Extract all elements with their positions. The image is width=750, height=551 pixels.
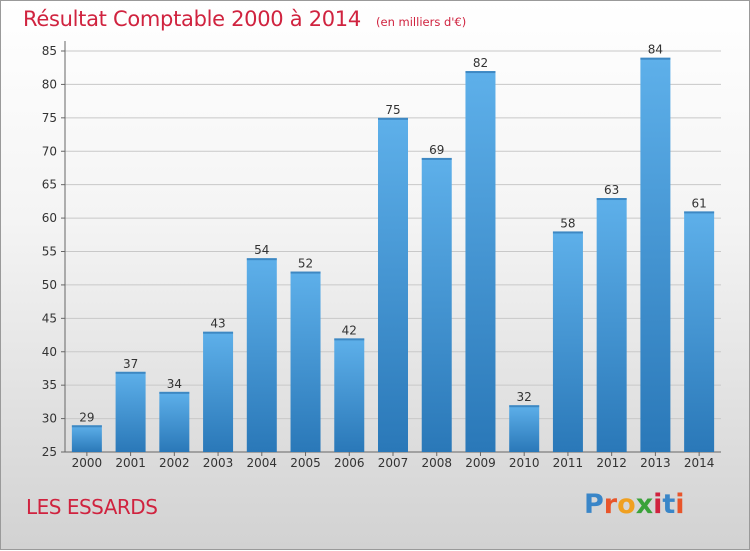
axes: 25 30 35 40 45 50 55 60 65 70 75 80 85 2000 2001 2002 20… bbox=[42, 41, 721, 470]
chart-title: Résultat Comptable 2000 à 2014 bbox=[23, 7, 361, 31]
proxiti-logo[interactable]: Proxiti bbox=[584, 489, 685, 520]
x-tick-label: 2012 bbox=[596, 456, 627, 470]
x-tick-label: 2014 bbox=[684, 456, 715, 470]
data-label: 82 bbox=[473, 56, 488, 70]
y-tick-label: 60 bbox=[42, 211, 57, 225]
data-label: 69 bbox=[429, 143, 444, 157]
x-tick-label: 2007 bbox=[378, 456, 409, 470]
logo-letter: i bbox=[653, 489, 663, 520]
logo-letter: x bbox=[635, 489, 654, 520]
y-tick-label: 65 bbox=[42, 178, 57, 192]
y-tick-label: 50 bbox=[42, 278, 57, 292]
logo-letter: r bbox=[603, 489, 618, 520]
data-label: 29 bbox=[79, 410, 94, 424]
bars bbox=[71, 57, 715, 453]
chart-subtitle: (en milliers d'€) bbox=[376, 15, 467, 29]
bar-2003 bbox=[203, 331, 234, 452]
bar-top-edge bbox=[596, 198, 627, 201]
data-label: 63 bbox=[604, 183, 619, 197]
bar-2012 bbox=[596, 198, 627, 452]
x-tick-label: 2000 bbox=[72, 456, 103, 470]
logo-letter: t bbox=[662, 489, 676, 520]
bar-2006 bbox=[334, 338, 365, 452]
bar-top-edge bbox=[640, 57, 671, 60]
bar-2001 bbox=[115, 371, 146, 452]
bar-top-edge bbox=[509, 405, 540, 408]
y-tick-label: 35 bbox=[42, 378, 57, 392]
bar-top-edge bbox=[115, 371, 146, 374]
data-label: 84 bbox=[648, 43, 663, 57]
bar-2014 bbox=[684, 211, 715, 452]
bar-2002 bbox=[159, 391, 190, 452]
y-tick-label: 75 bbox=[42, 111, 57, 125]
chart-title-block: Résultat Comptable 2000 à 2014 (en milli… bbox=[23, 7, 466, 31]
bar-top-edge bbox=[684, 211, 715, 214]
y-tick-label: 80 bbox=[42, 77, 57, 91]
commune-name: LES ESSARDS bbox=[26, 495, 158, 519]
data-label: 75 bbox=[385, 103, 400, 117]
bar-2008 bbox=[421, 157, 452, 452]
y-tick-label: 85 bbox=[42, 44, 57, 58]
x-tick-label: 2002 bbox=[159, 456, 190, 470]
data-labels: 29 37 34 43 54 52 42 75 69 82 32 58 63 84 61 bbox=[79, 43, 707, 425]
data-label: 32 bbox=[517, 390, 532, 404]
x-tick-label: 2011 bbox=[553, 456, 584, 470]
bar-top-edge bbox=[71, 425, 102, 428]
y-tick-label: 40 bbox=[42, 345, 57, 359]
bar-top-edge bbox=[334, 338, 365, 341]
bar-2011 bbox=[552, 231, 583, 452]
y-tick-label: 25 bbox=[42, 445, 57, 459]
x-tick-label: 2010 bbox=[509, 456, 540, 470]
x-tick-label: 2005 bbox=[290, 456, 321, 470]
bar-top-edge bbox=[290, 271, 321, 274]
data-label: 58 bbox=[560, 216, 575, 230]
bar-2007 bbox=[378, 117, 408, 452]
data-label: 61 bbox=[691, 196, 706, 210]
logo-letter: P bbox=[584, 489, 604, 520]
x-tick-label: 2013 bbox=[640, 456, 671, 470]
x-tick-label: 2004 bbox=[247, 456, 278, 470]
bar-2009 bbox=[465, 71, 496, 453]
bar-top-edge bbox=[552, 231, 583, 234]
bar-2005 bbox=[290, 271, 321, 452]
logo-letter: i bbox=[675, 489, 685, 520]
y-tick-label: 55 bbox=[42, 245, 57, 259]
bar-top-edge bbox=[203, 331, 234, 334]
bar-top-edge bbox=[465, 71, 496, 74]
x-tick-label: 2009 bbox=[465, 456, 496, 470]
y-tick-label: 70 bbox=[42, 144, 57, 158]
data-label: 43 bbox=[210, 317, 225, 331]
data-label: 54 bbox=[254, 243, 269, 257]
bar-2000 bbox=[71, 425, 102, 452]
bar-top-edge bbox=[246, 258, 277, 261]
y-tick-label: 45 bbox=[42, 311, 57, 325]
bar-top-edge bbox=[159, 391, 190, 394]
bar-2010 bbox=[509, 405, 540, 452]
data-label: 37 bbox=[123, 357, 138, 371]
bar-top-edge bbox=[378, 117, 408, 120]
x-tick-label: 2008 bbox=[421, 456, 452, 470]
logo-letter: o bbox=[617, 489, 636, 520]
data-label: 34 bbox=[167, 377, 182, 391]
bar-2013 bbox=[640, 57, 671, 452]
y-tick-label: 30 bbox=[42, 412, 57, 426]
x-tick-label: 2006 bbox=[334, 456, 365, 470]
data-label: 42 bbox=[342, 323, 357, 337]
bar-2004 bbox=[246, 258, 277, 452]
data-label: 52 bbox=[298, 257, 313, 271]
x-tick-label: 2001 bbox=[115, 456, 146, 470]
x-tick-label: 2003 bbox=[203, 456, 234, 470]
bar-top-edge bbox=[421, 157, 452, 160]
